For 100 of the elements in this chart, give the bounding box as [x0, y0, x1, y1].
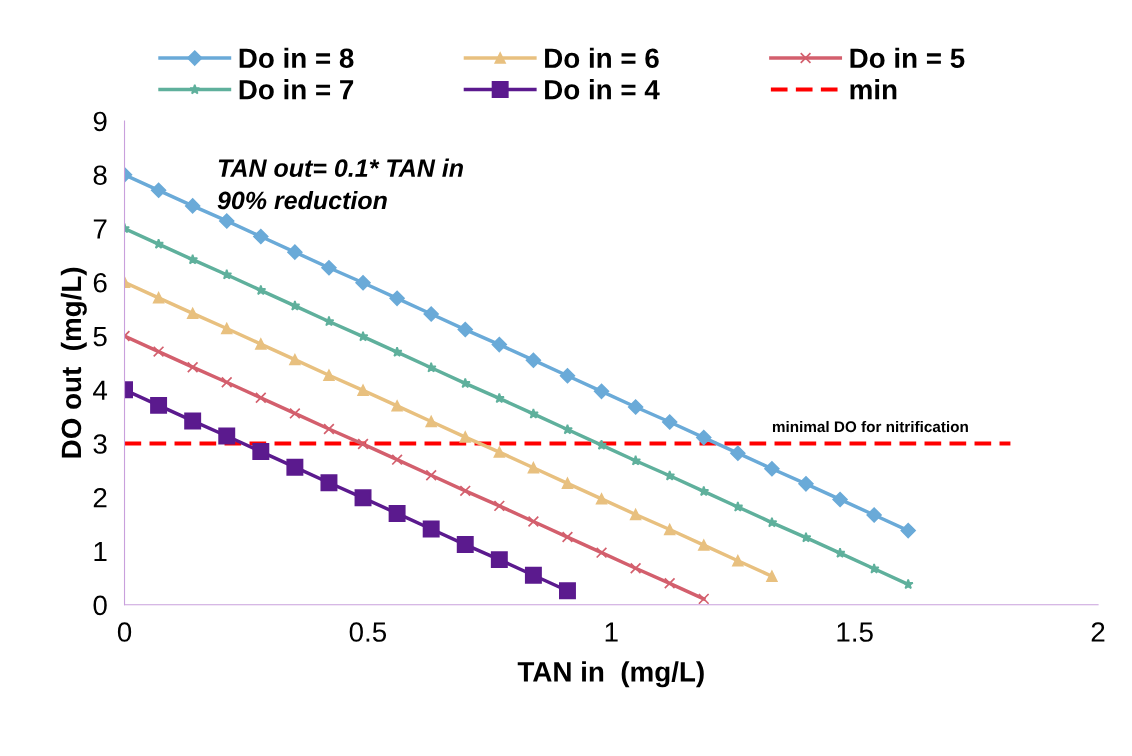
point: [357, 438, 369, 450]
point: [221, 376, 233, 388]
point: [425, 469, 437, 481]
point: [422, 520, 440, 538]
point: [286, 458, 304, 476]
point: [766, 570, 778, 583]
point: [593, 383, 610, 400]
point: [630, 455, 642, 466]
point: [900, 522, 916, 539]
point: [527, 515, 540, 528]
point: [800, 531, 812, 543]
annotation: TAN out= 0.1* TAN in 90% reduction: [217, 158, 463, 210]
point: [459, 485, 471, 497]
legend-label: Do in = 7: [239, 79, 354, 100]
point: [730, 445, 746, 461]
point: [457, 321, 473, 338]
point: [595, 546, 608, 559]
point: [664, 470, 676, 481]
x-tick-label: 0.5: [349, 622, 387, 642]
point: [255, 338, 267, 350]
point: [663, 577, 676, 589]
y-tick-label: 7: [93, 219, 107, 239]
x-tick-label: 1.5: [837, 622, 873, 642]
point: [150, 396, 168, 414]
point: [253, 228, 269, 245]
x-tick-label: 2: [1091, 622, 1105, 642]
point: [289, 407, 301, 420]
point: [698, 539, 710, 551]
point: [388, 504, 406, 522]
point: [391, 400, 403, 412]
point: [627, 399, 644, 415]
point: [698, 485, 710, 497]
point: [459, 431, 471, 443]
point: [323, 423, 335, 435]
point: [354, 489, 372, 507]
point: [490, 551, 508, 569]
y-tick-label: 0: [93, 595, 107, 616]
point: [357, 384, 369, 396]
point: [289, 300, 301, 311]
point: [798, 476, 814, 492]
point: [184, 412, 202, 430]
point: [696, 429, 712, 446]
point: [663, 523, 676, 536]
point: [764, 461, 780, 477]
point: [391, 346, 403, 357]
point: [320, 474, 338, 492]
point: [391, 453, 403, 466]
point: [186, 361, 199, 373]
point: [153, 238, 165, 249]
point: [184, 198, 201, 214]
point: [493, 500, 506, 512]
point: [493, 446, 506, 458]
point: [527, 462, 540, 474]
point: [595, 493, 608, 505]
point: [323, 315, 335, 327]
point: [255, 392, 267, 404]
point: [219, 213, 235, 229]
point: [152, 345, 165, 358]
x-tick-label: 0: [117, 622, 132, 642]
point: [834, 547, 846, 558]
point: [629, 562, 642, 574]
y-tick-label: 5: [93, 326, 107, 347]
x-axis-title: TAN in (mg/L): [517, 661, 704, 688]
point: [187, 253, 199, 265]
point: [425, 415, 437, 428]
y-tick-label: 9: [93, 111, 107, 132]
point: [561, 477, 574, 489]
point: [524, 566, 542, 584]
point: [221, 322, 233, 335]
point: [186, 307, 199, 320]
point: [252, 443, 270, 461]
point: [456, 536, 474, 554]
y-axis-title: DO out (mg/L): [60, 267, 87, 458]
y-tick-label: 1: [94, 541, 107, 562]
legend-label: Do in = 5: [850, 47, 965, 69]
point: [558, 582, 576, 600]
y-tick-label: 4: [93, 380, 108, 400]
point: [355, 275, 371, 291]
y-tick-label: 8: [93, 165, 107, 186]
point: [698, 593, 710, 605]
point: [255, 284, 267, 296]
point: [525, 352, 542, 368]
legend-label: Do in = 4: [545, 79, 660, 100]
y-tick-label: 3: [93, 434, 107, 454]
point: [491, 336, 508, 353]
point: [218, 427, 236, 445]
y-tick-label: 2: [93, 487, 107, 508]
y-tick-label: 6: [93, 272, 107, 293]
legend-label: Do in = 6: [545, 47, 659, 69]
point: [527, 408, 539, 419]
point: [389, 290, 405, 307]
point: [425, 362, 437, 373]
x-tick-label: 1: [605, 622, 618, 642]
point: [766, 516, 778, 528]
point: [732, 501, 744, 512]
legend-label: min: [850, 79, 897, 100]
point: [732, 555, 744, 567]
point: [868, 563, 880, 574]
point: [661, 414, 678, 430]
point: [152, 292, 165, 304]
